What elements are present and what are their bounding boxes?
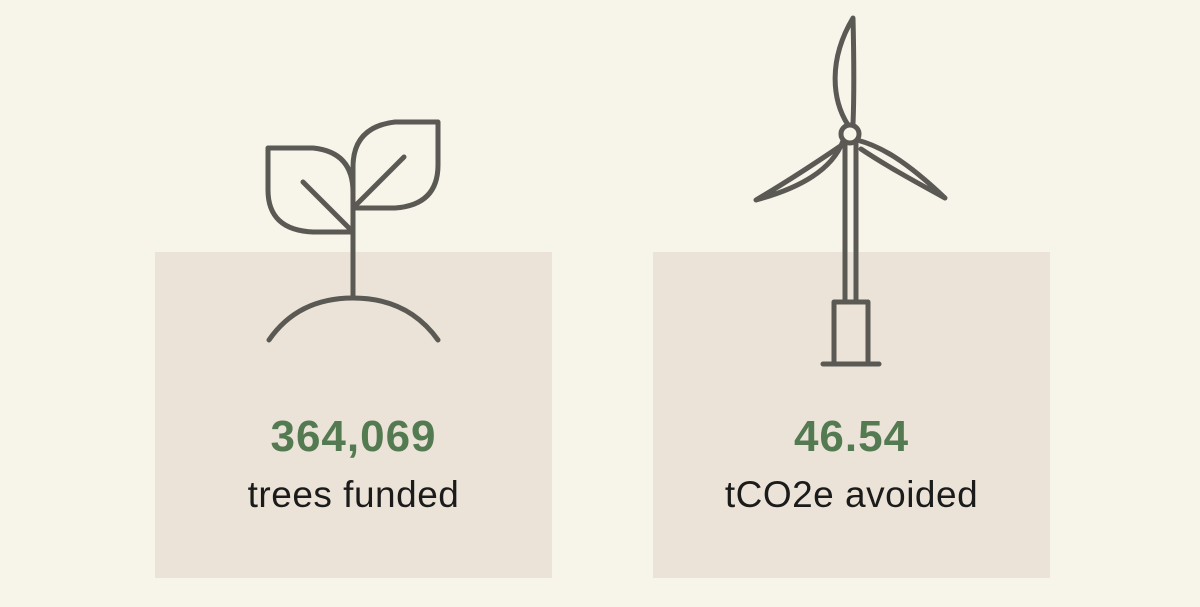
sprout-icon — [265, 119, 441, 343]
wind-turbine-icon — [753, 15, 948, 367]
co2-avoided-value: 46.54 — [793, 412, 910, 461]
stat-card-trees: 364,069 trees funded — [155, 252, 552, 578]
trees-funded-label: trees funded — [247, 474, 460, 515]
trees-funded-value: 364,069 — [270, 412, 437, 461]
stat-card-emissions: 46.54 tCO2e avoided — [653, 252, 1050, 578]
co2-avoided-label: tCO2e avoided — [724, 474, 979, 515]
